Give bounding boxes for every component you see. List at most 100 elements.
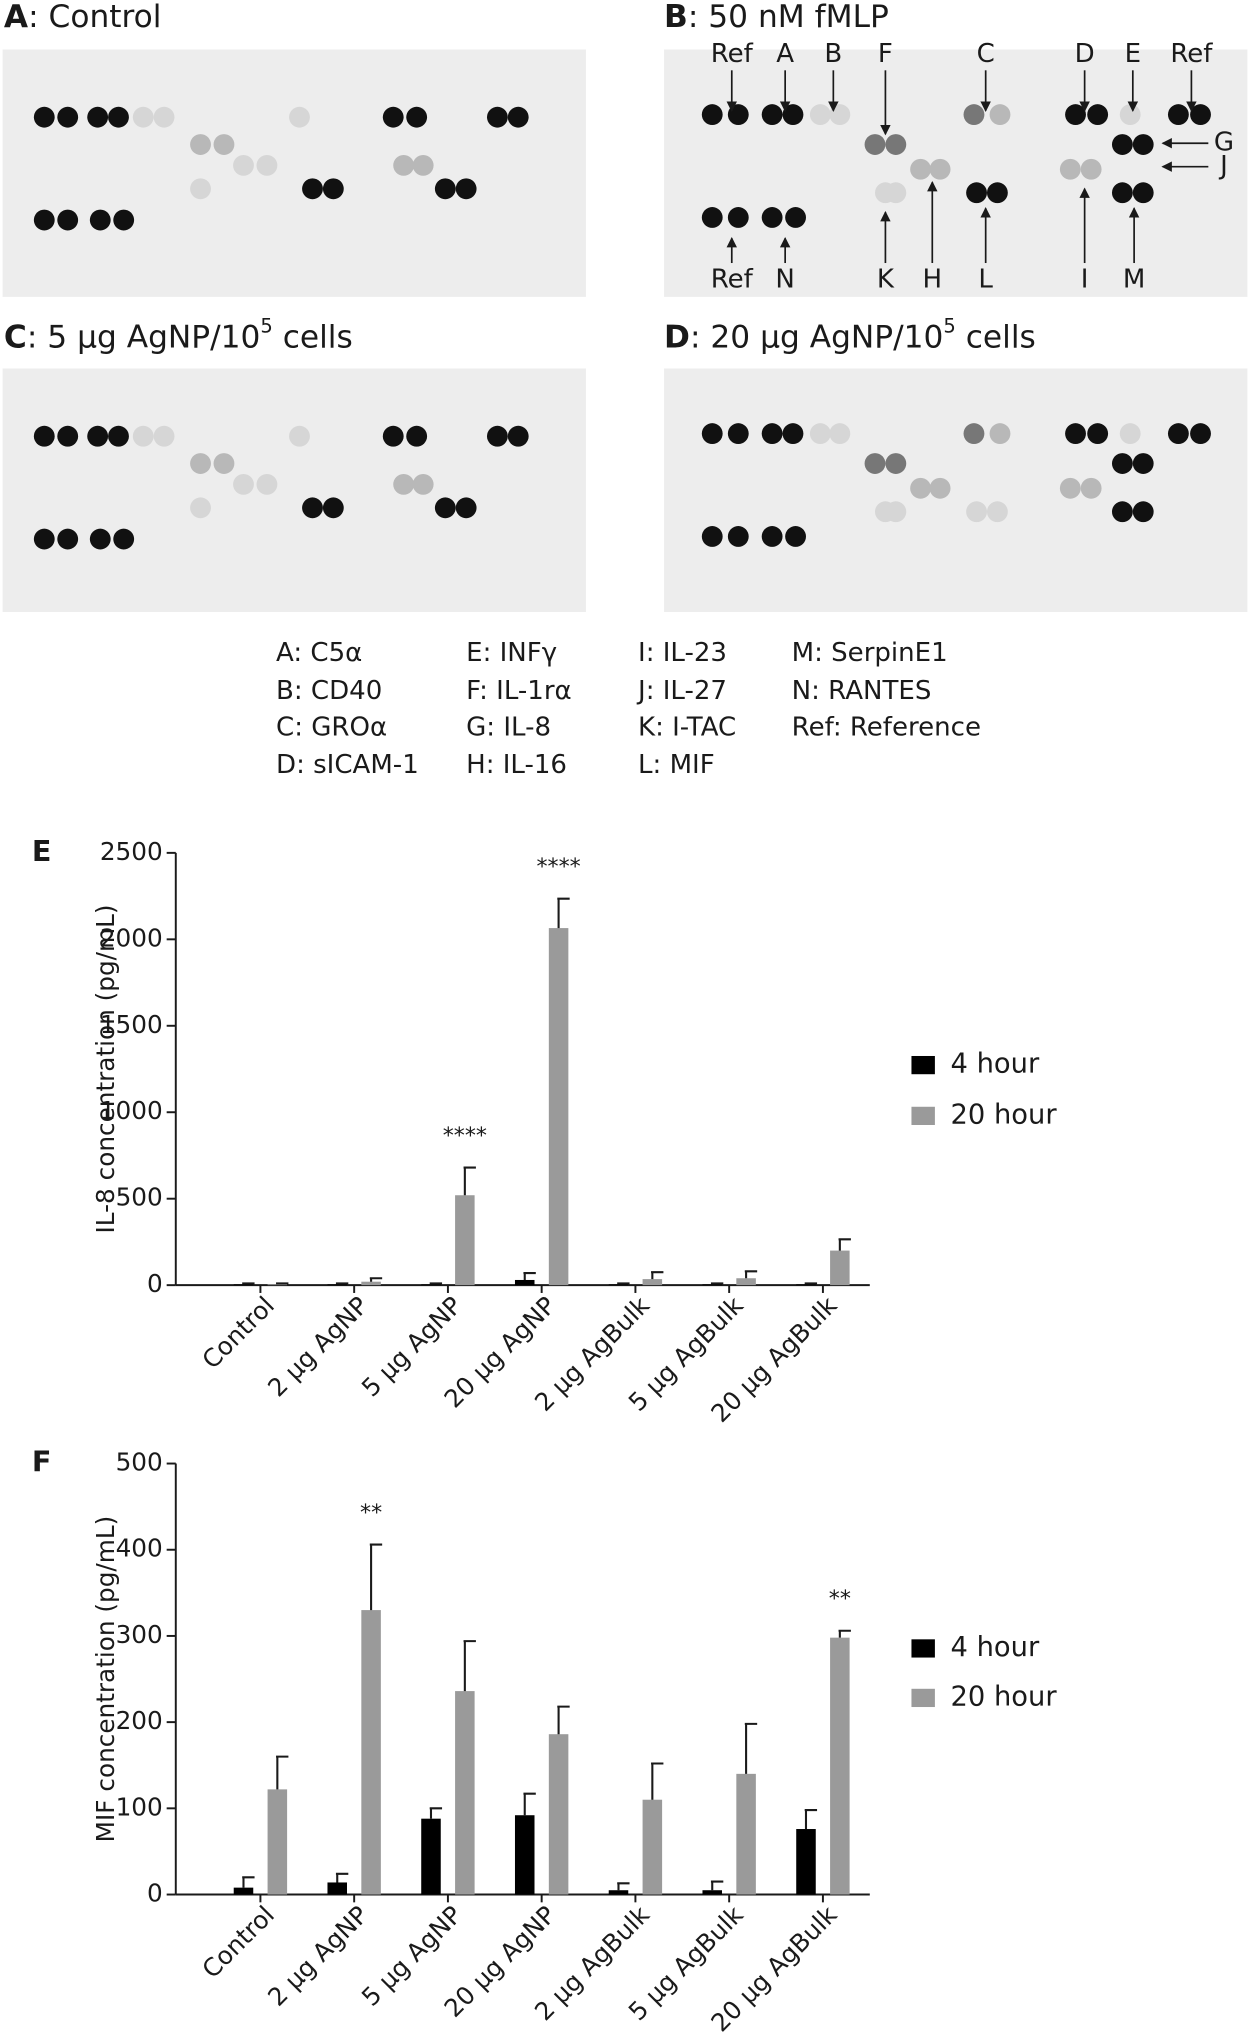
blot-a — [2, 49, 586, 297]
blot-spot — [761, 207, 783, 228]
bar — [642, 1279, 663, 1286]
key-entry: K: I-TAC — [638, 712, 736, 742]
y-tick-label: 100 — [116, 1792, 163, 1821]
blot-label: I — [1081, 264, 1089, 294]
error-bar — [242, 1876, 255, 1888]
blot-spot — [33, 528, 55, 550]
panel-title: D: 20 µg AgNP/105 cells — [664, 315, 1036, 356]
blot-spot — [727, 423, 749, 445]
error-bar — [804, 1809, 818, 1830]
blot-spot — [1111, 501, 1133, 523]
blot-spot — [885, 134, 907, 155]
blot-spot — [33, 106, 55, 128]
error-bar — [557, 1705, 570, 1735]
panel-text: : 20 µg AgNP/10 — [690, 320, 943, 356]
legend-label: 20 hour — [951, 1099, 1058, 1130]
blot-spot — [233, 473, 254, 495]
error-bar — [369, 1543, 383, 1611]
blot-spot — [910, 477, 931, 499]
bar — [327, 1882, 348, 1895]
blot-spot — [57, 106, 79, 128]
blot-spot — [1119, 423, 1141, 445]
blot-spot — [1059, 477, 1081, 499]
blot-spot — [108, 106, 129, 128]
error-bar — [335, 1282, 349, 1285]
legend-label: 4 hour — [951, 1049, 1040, 1080]
blot-label: K — [877, 264, 895, 294]
error-bar — [242, 1282, 255, 1285]
blot-spot — [57, 425, 79, 447]
blot-c — [2, 368, 586, 612]
blot-spot — [412, 473, 434, 495]
blot-spot — [132, 106, 154, 128]
key-entry: L: MIF — [638, 750, 715, 780]
x-tick-label: 2 µg AgNP — [262, 1900, 374, 2012]
blot-spot — [1080, 158, 1102, 180]
bar — [608, 1284, 629, 1286]
blot-spot — [1132, 453, 1154, 474]
blot-spot — [1087, 423, 1109, 445]
bar — [736, 1278, 756, 1286]
x-tick-label: Control — [196, 1291, 280, 1375]
y-tick-label: 500 — [116, 1448, 163, 1477]
blot-spot — [864, 134, 886, 155]
blot-spot — [190, 453, 211, 474]
blot-spot — [322, 497, 344, 519]
legend-swatch — [911, 1639, 935, 1658]
error-bar — [617, 1882, 630, 1891]
x-tick-label: Control — [196, 1900, 280, 1984]
blot-spot — [1132, 182, 1154, 204]
blot-spot — [761, 526, 783, 547]
blot-spot — [1132, 134, 1154, 155]
blot-spot — [486, 106, 508, 128]
y-tick-label: 500 — [116, 1183, 163, 1212]
blot-label: F — [878, 39, 893, 69]
key-entry: G: IL-8 — [466, 712, 551, 742]
blot-spot — [153, 106, 175, 128]
panel-letter: B — [664, 0, 688, 35]
bar — [267, 1789, 288, 1895]
error-bar — [804, 1282, 818, 1285]
blot-spot — [1111, 134, 1133, 155]
error-bar — [710, 1880, 724, 1891]
blot-label: N — [775, 264, 794, 294]
blot-label: J — [1218, 151, 1228, 181]
blot-spot — [132, 425, 154, 447]
key-entry: A: C5α — [276, 638, 362, 668]
blot-spot — [809, 104, 831, 125]
legend-swatch — [911, 1055, 935, 1075]
blot-spot — [382, 425, 404, 447]
key-entry: N: RANTES — [792, 676, 932, 706]
blot-spot — [1190, 104, 1211, 125]
panel-tail: cells — [273, 320, 353, 356]
blot-spot — [256, 154, 278, 176]
bar — [830, 1637, 850, 1895]
blot-spot — [785, 526, 806, 547]
bar — [455, 1691, 475, 1895]
blot-spot — [701, 207, 723, 228]
y-axis-label: MIF concentration (pg/mL) — [91, 1516, 120, 1843]
blot-spot — [966, 182, 987, 204]
bar — [736, 1773, 756, 1895]
blot-spot — [885, 501, 907, 523]
error-bar — [429, 1807, 443, 1819]
blot-spot — [33, 209, 55, 231]
key-entry: J: IL-27 — [636, 676, 727, 706]
blot-spot — [986, 182, 1008, 204]
blot-spot — [1190, 423, 1211, 445]
bar — [830, 1250, 850, 1286]
blot-spot — [963, 423, 985, 445]
panel-letter: C — [4, 320, 27, 356]
blot-spot — [89, 209, 111, 231]
blot-spot — [1059, 158, 1081, 180]
blot-spot — [885, 453, 907, 474]
panel-tail: cells — [956, 320, 1036, 356]
bar — [514, 1815, 535, 1895]
blot-spot — [809, 423, 831, 445]
key-entry: D: sICAM-1 — [276, 750, 419, 780]
blot-spot — [87, 106, 109, 128]
blot-spot — [507, 425, 529, 447]
panel-title: A: Control — [4, 0, 162, 35]
blot-spot — [989, 104, 1011, 125]
